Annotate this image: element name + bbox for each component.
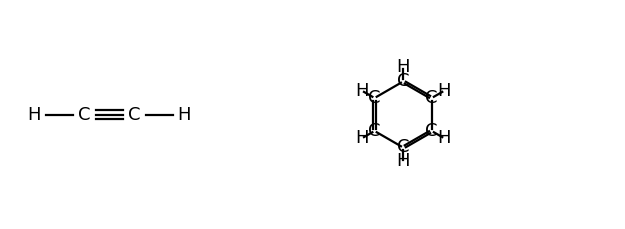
Text: C: C (397, 73, 409, 90)
Text: C: C (368, 122, 381, 140)
Text: H: H (356, 129, 369, 147)
Text: C: C (426, 89, 438, 107)
Text: C: C (78, 106, 91, 123)
Text: H: H (177, 106, 191, 123)
Text: H: H (356, 82, 369, 100)
Text: H: H (437, 129, 451, 147)
Text: H: H (396, 58, 410, 76)
Text: C: C (426, 122, 438, 140)
Text: C: C (397, 139, 409, 156)
Text: C: C (128, 106, 141, 123)
Text: H: H (437, 82, 451, 100)
Text: C: C (368, 89, 381, 107)
Text: H: H (396, 153, 410, 171)
Text: H: H (28, 106, 41, 123)
